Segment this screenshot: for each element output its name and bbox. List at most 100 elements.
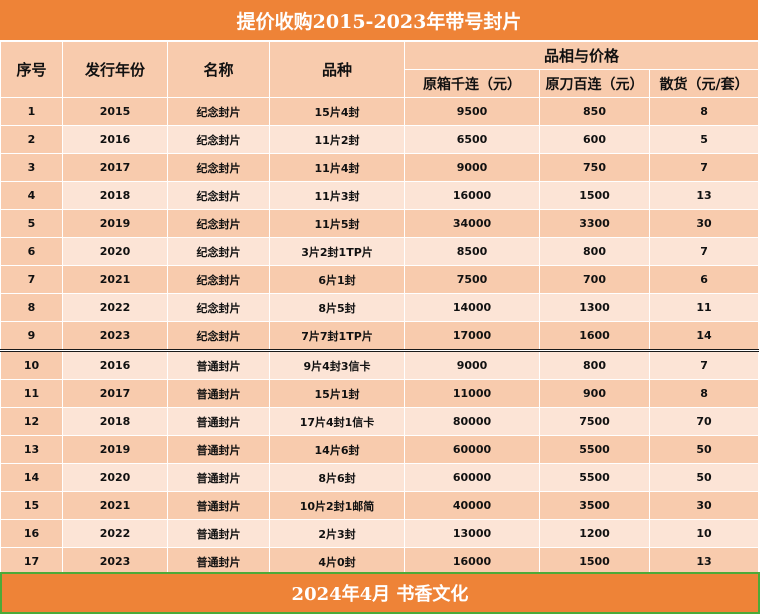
header-variety: 品种 [269, 41, 405, 98]
cell-knife: 3500 [539, 491, 650, 520]
cell-box: 80000 [404, 407, 540, 436]
table-row: 17 2023 普通封片 4片0封 16000 1500 13 [0, 547, 760, 576]
cell-seq: 6 [0, 237, 63, 266]
table-row: 13 2019 普通封片 14片6封 60000 5500 50 [0, 435, 760, 464]
cell-knife: 7500 [539, 407, 650, 436]
cell-year: 2017 [62, 379, 168, 408]
cell-knife: 800 [539, 349, 650, 380]
cell-loose: 13 [648, 547, 760, 576]
table-row: 15 2021 普通封片 10片2封1邮简 40000 3500 30 [0, 491, 760, 520]
table-row: 16 2022 普通封片 2片3封 13000 1200 10 [0, 519, 760, 548]
cell-variety: 11片4封 [269, 153, 405, 182]
cell-box: 16000 [404, 181, 540, 210]
cell-knife: 600 [539, 125, 650, 154]
cell-knife: 1500 [539, 547, 650, 576]
cell-knife: 900 [539, 379, 650, 408]
cell-box: 11000 [404, 379, 540, 408]
cell-name: 纪念封片 [167, 153, 270, 182]
table-row: 7 2021 纪念封片 6片1封 7500 700 6 [0, 265, 760, 294]
cell-seq: 10 [0, 349, 63, 380]
cell-loose: 8 [648, 379, 760, 408]
cell-name: 普通封片 [167, 407, 270, 436]
cell-knife: 1300 [539, 293, 650, 322]
cell-loose: 7 [648, 349, 760, 380]
cell-year: 2022 [62, 293, 168, 322]
cell-loose: 6 [648, 265, 760, 294]
cell-name: 普通封片 [167, 435, 270, 464]
cell-seq: 12 [0, 407, 63, 436]
table-row: 8 2022 纪念封片 8片5封 14000 1300 11 [0, 293, 760, 322]
table-row: 11 2017 普通封片 15片1封 11000 900 8 [0, 379, 760, 408]
cell-variety: 6片1封 [269, 265, 405, 294]
cell-seq: 13 [0, 435, 63, 464]
cell-year: 2021 [62, 265, 168, 294]
table-body: 1 2015 纪念封片 15片4封 9500 850 8 2 2016 纪念封片 11片2封 6500… [0, 97, 760, 576]
cell-box: 13000 [404, 519, 540, 548]
cell-box: 9000 [404, 153, 540, 182]
header-loose: 散货（元/套） [648, 69, 760, 98]
cell-knife: 850 [539, 97, 650, 126]
cell-year: 2017 [62, 153, 168, 182]
cell-loose: 7 [648, 153, 760, 182]
cell-box: 14000 [404, 293, 540, 322]
cell-knife: 1200 [539, 519, 650, 548]
cell-seq: 7 [0, 265, 63, 294]
cell-name: 纪念封片 [167, 265, 270, 294]
table-row: 6 2020 纪念封片 3片2封1TP片 8500 800 7 [0, 237, 760, 266]
cell-variety: 17片4封1信卡 [269, 407, 405, 436]
cell-box: 40000 [404, 491, 540, 520]
cell-loose: 13 [648, 181, 760, 210]
cell-variety: 2片3封 [269, 519, 405, 548]
table-header: 序号 发行年份 名称 品种 品相与价格 原箱千连（元） 原刀百连（元） 散货（元… [0, 41, 760, 98]
cell-loose: 11 [648, 293, 760, 322]
cell-knife: 1500 [539, 181, 650, 210]
cell-variety: 4片0封 [269, 547, 405, 576]
cell-year: 2020 [62, 463, 168, 492]
cell-seq: 8 [0, 293, 63, 322]
cell-year: 2016 [62, 349, 168, 380]
cell-variety: 3片2封1TP片 [269, 237, 405, 266]
cell-name: 纪念封片 [167, 237, 270, 266]
cell-variety: 15片1封 [269, 379, 405, 408]
cell-year: 2016 [62, 125, 168, 154]
table-row: 9 2023 纪念封片 7片7封1TP片 17000 1600 14 [0, 321, 760, 351]
cell-box: 7500 [404, 265, 540, 294]
cell-year: 2021 [62, 491, 168, 520]
cell-box: 60000 [404, 435, 540, 464]
cell-year: 2023 [62, 321, 168, 351]
cell-knife: 5500 [539, 435, 650, 464]
cell-knife: 700 [539, 265, 650, 294]
cell-box: 17000 [404, 321, 540, 351]
table-row: 2 2016 纪念封片 11片2封 6500 600 5 [0, 125, 760, 154]
cell-box: 34000 [404, 209, 540, 238]
cell-year: 2019 [62, 435, 168, 464]
cell-box: 9000 [404, 349, 540, 380]
cell-variety: 8片6封 [269, 463, 405, 492]
cell-seq: 11 [0, 379, 63, 408]
header-box: 原箱千连（元） [404, 69, 540, 98]
cell-variety: 9片4封3信卡 [269, 349, 405, 380]
cell-seq: 3 [0, 153, 63, 182]
cell-name: 纪念封片 [167, 209, 270, 238]
cell-name: 纪念封片 [167, 293, 270, 322]
cell-box: 8500 [404, 237, 540, 266]
cell-variety: 11片2封 [269, 125, 405, 154]
cell-name: 普通封片 [167, 379, 270, 408]
cell-loose: 7 [648, 237, 760, 266]
cell-variety: 11片5封 [269, 209, 405, 238]
cell-box: 9500 [404, 97, 540, 126]
cell-seq: 5 [0, 209, 63, 238]
cell-box: 6500 [404, 125, 540, 154]
cell-knife: 800 [539, 237, 650, 266]
cell-loose: 8 [648, 97, 760, 126]
cell-seq: 2 [0, 125, 63, 154]
cell-seq: 15 [0, 491, 63, 520]
table-row: 3 2017 纪念封片 11片4封 9000 750 7 [0, 153, 760, 182]
header-name: 名称 [167, 41, 270, 98]
price-table: 序号 发行年份 名称 品种 品相与价格 原箱千连（元） 原刀百连（元） 散货（元… [0, 41, 760, 576]
cell-loose: 50 [648, 435, 760, 464]
cell-loose: 70 [648, 407, 760, 436]
cell-knife: 1600 [539, 321, 650, 351]
cell-seq: 9 [0, 321, 63, 351]
